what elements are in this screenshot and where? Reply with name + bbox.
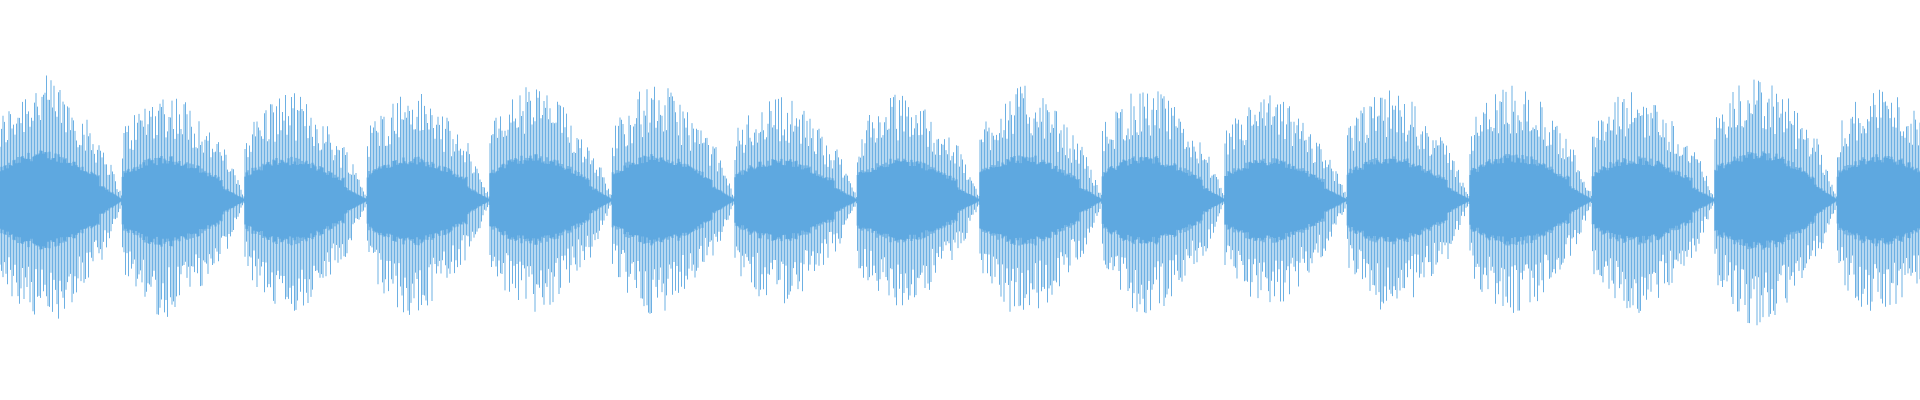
waveform-pulse (1346, 90, 1470, 310)
waveform-pulse (1224, 95, 1348, 303)
waveform-pulse (1714, 79, 1838, 326)
waveform-pulse (1469, 85, 1593, 313)
waveform-pulse (611, 86, 735, 314)
waveform-pulse (244, 93, 368, 311)
waveform-pulse (0, 75, 123, 319)
waveform-pulse (1836, 89, 1920, 311)
waveform-pulse (489, 87, 613, 312)
waveform-pulse (1591, 92, 1715, 313)
waveform-pulse (856, 94, 980, 306)
waveform-pulse (979, 85, 1103, 312)
waveform-pulse (1101, 91, 1225, 314)
waveform-pulse (366, 94, 490, 315)
waveform-pulse (734, 97, 858, 304)
waveform-pulse (121, 98, 245, 317)
